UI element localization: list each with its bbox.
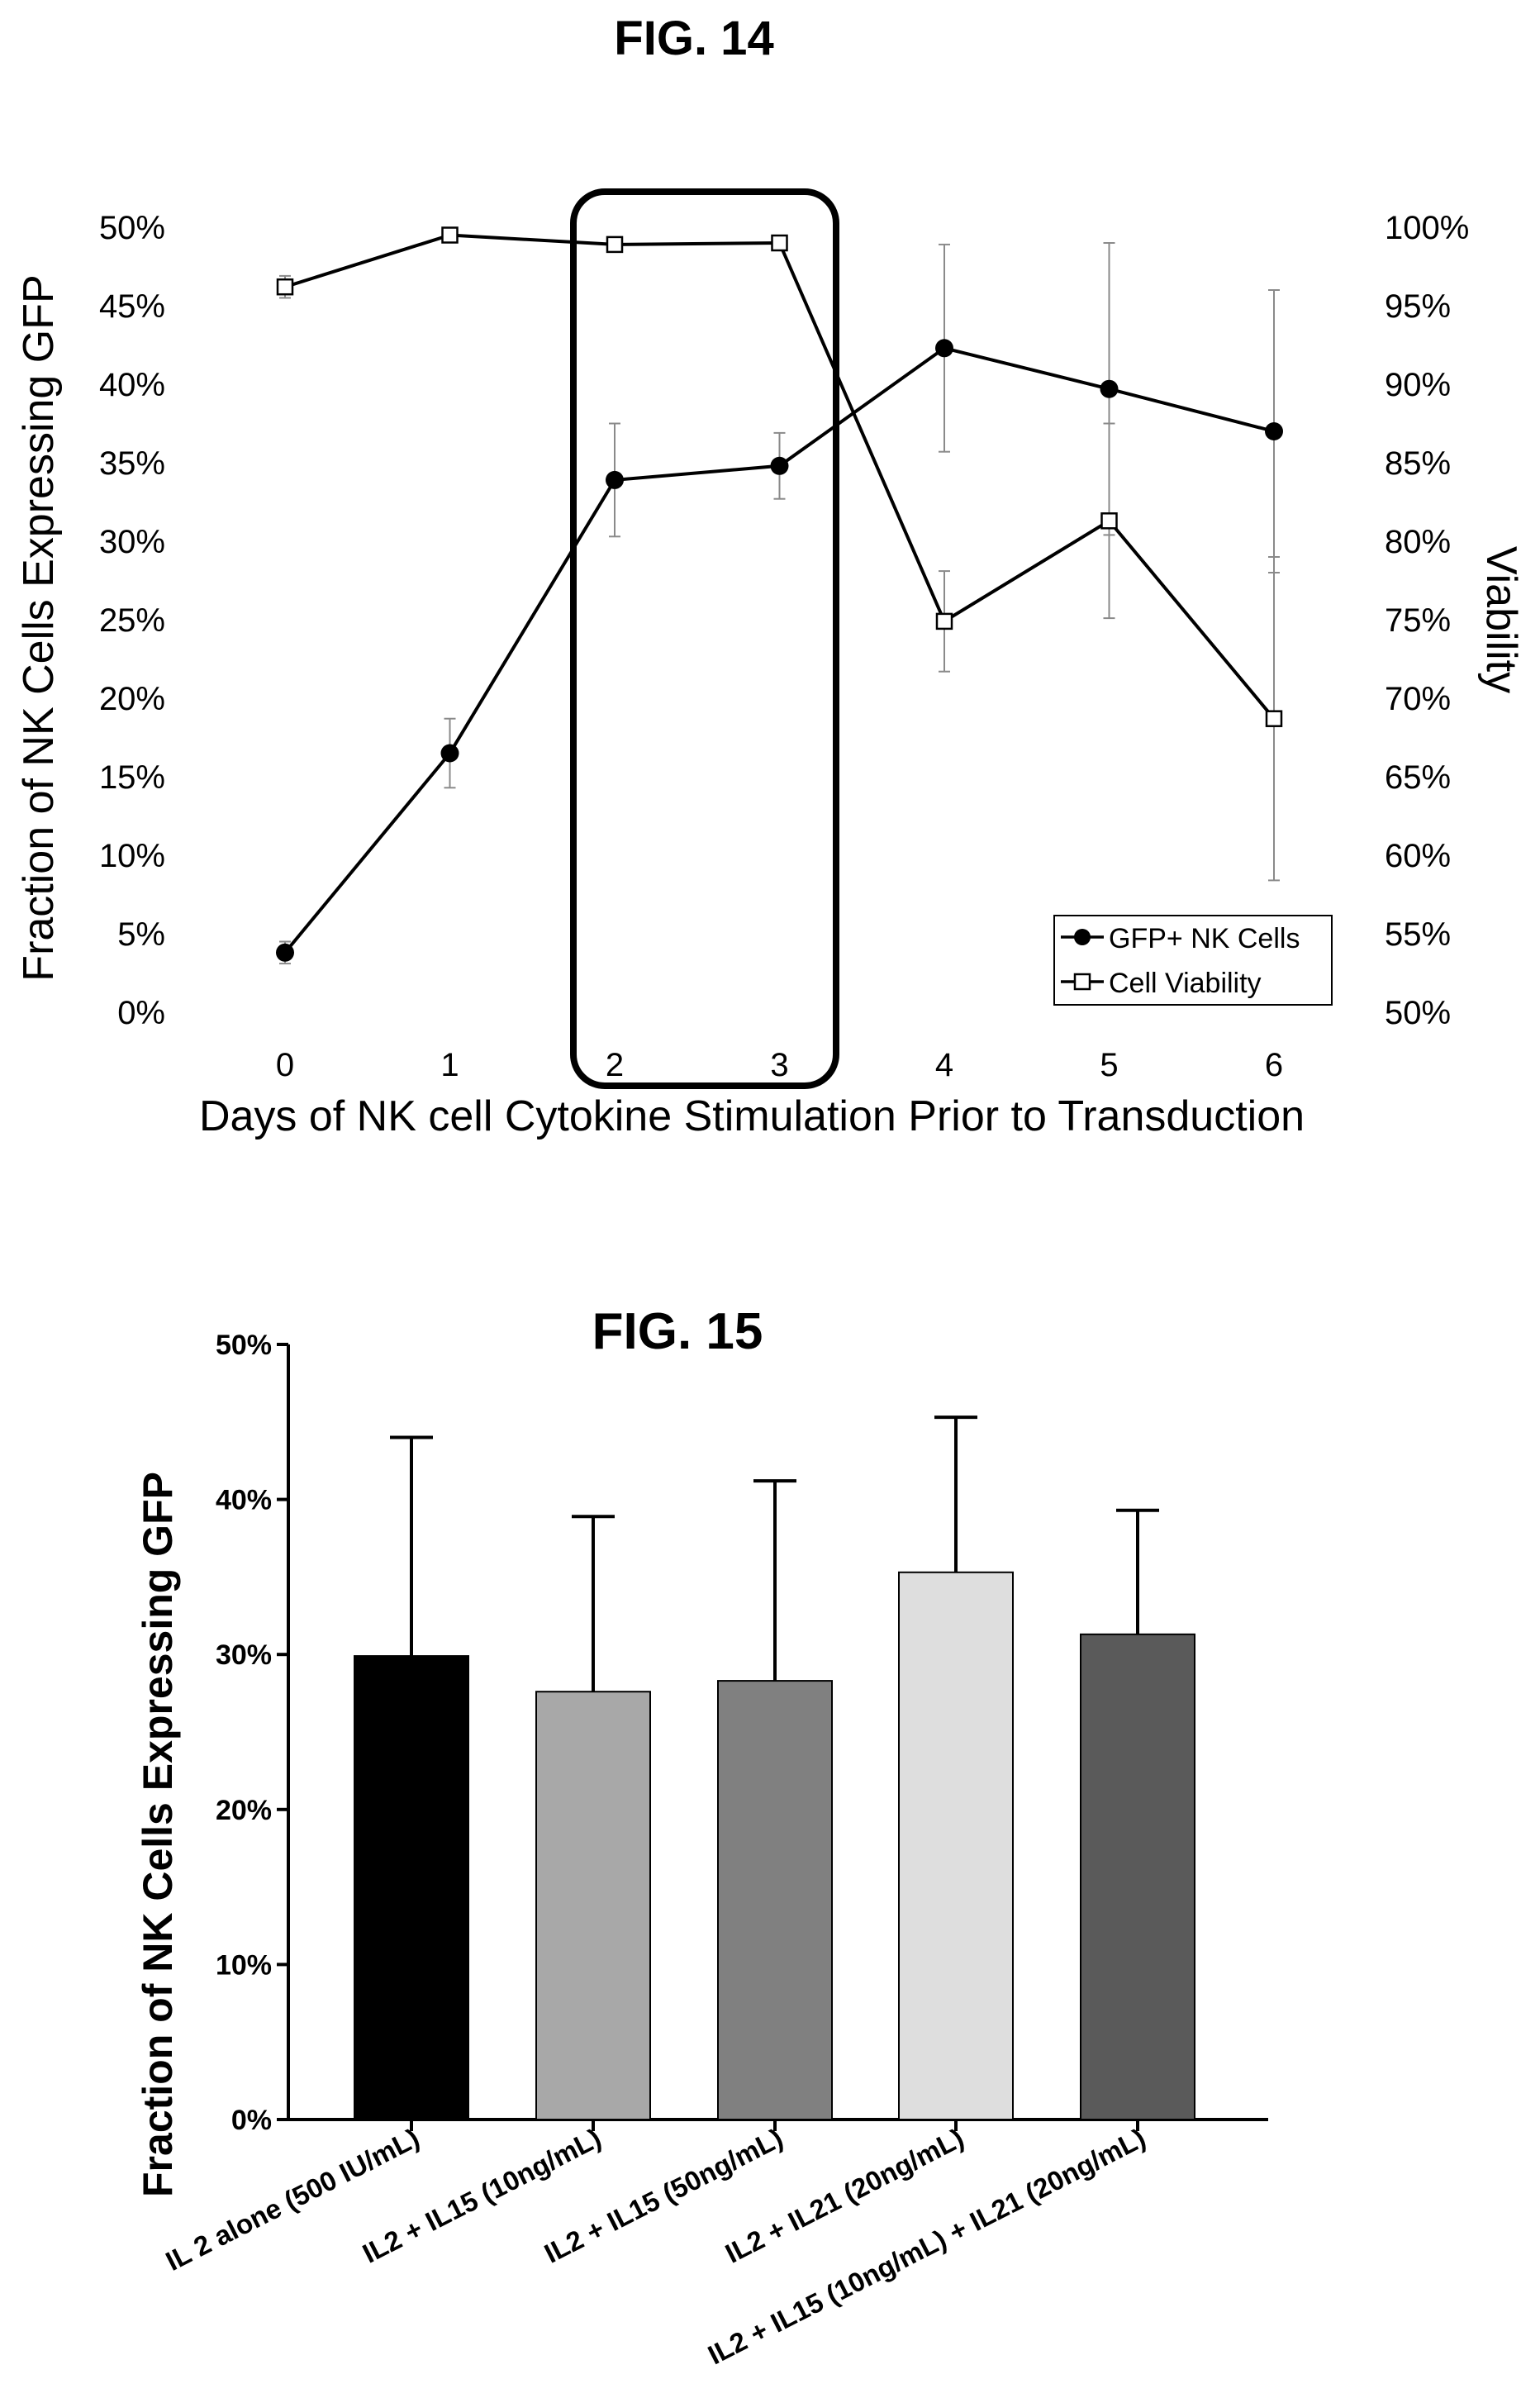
left-tick-label: 30%	[99, 524, 165, 560]
right-tick-label: 100%	[1385, 210, 1469, 246]
data-point	[606, 236, 624, 254]
x-tick-label: 0	[276, 1047, 294, 1083]
bar	[1080, 1633, 1195, 2120]
data-point	[276, 943, 294, 962]
fig14-plot-area	[276, 226, 1283, 965]
right-tick-label: 55%	[1385, 916, 1451, 953]
left-tick-label: 5%	[117, 916, 165, 953]
data-point	[440, 744, 459, 763]
left-tick-label: 10%	[99, 838, 165, 874]
y-tick-label: 20%	[216, 1795, 272, 1826]
right-tick-label: 65%	[1385, 759, 1451, 796]
data-point	[1100, 379, 1119, 398]
left-tick-label: 20%	[99, 681, 165, 717]
data-point	[935, 339, 953, 358]
fig14-x-axis-ticks: 0 1 2 3 4 5 6	[276, 1047, 1283, 1083]
left-tick-label: 50%	[99, 210, 165, 246]
y-tick-label: 0%	[231, 2105, 272, 2136]
legend-label-viability: Cell Viability	[1109, 968, 1262, 999]
data-point	[1265, 422, 1283, 440]
x-tick-label: 6	[1265, 1047, 1283, 1083]
fig14-left-axis-ticks: 0% 5% 10% 15% 20% 25% 30% 35% 40% 45% 50%	[99, 210, 165, 1031]
data-point	[276, 278, 294, 296]
left-tick-label: 40%	[99, 367, 165, 403]
y-tick-label: 50%	[216, 1330, 272, 1361]
x-tick-label: 4	[935, 1047, 953, 1083]
right-tick-label: 70%	[1385, 681, 1451, 717]
right-tick-label: 85%	[1385, 445, 1451, 482]
x-tick-label: 5	[1100, 1047, 1118, 1083]
left-tick-label: 35%	[99, 445, 165, 482]
legend-frame	[1053, 915, 1333, 1006]
series-cell-viability	[276, 226, 1283, 882]
highlight-box	[570, 188, 839, 1089]
left-tick-label: 15%	[99, 759, 165, 796]
data-point	[441, 226, 459, 244]
left-tick-label: 25%	[99, 602, 165, 639]
fig14-x-axis-label: Days of NK cell Cytokine Stimulation Pri…	[199, 1092, 1305, 1140]
bar	[535, 1691, 651, 2120]
fig15-y-axis-label: Fraction of NK Cells Expressing GFP	[135, 1472, 181, 2197]
legend-marker-gfp	[1074, 929, 1091, 945]
x-tick-label: 2	[606, 1047, 624, 1083]
data-point	[1265, 710, 1283, 727]
x-tick-label: 3	[770, 1047, 788, 1083]
data-point	[1100, 512, 1118, 530]
fig14-left-axis-label: Fraction of NK Cells Expressing GFP	[15, 274, 63, 981]
bar	[354, 1655, 469, 2121]
data-point	[771, 234, 788, 252]
left-tick-label: 0%	[117, 995, 165, 1031]
y-tick-label: 10%	[216, 1949, 272, 1981]
series-gfp-nk-cells	[276, 242, 1283, 965]
fig14-title: FIG. 14	[614, 12, 773, 65]
fig14-chart: FIG. 14 0%5%10%15%20%25%30%35%40%45%50% …	[15, 12, 1525, 1140]
right-tick-label: 60%	[1385, 838, 1451, 874]
data-point	[606, 470, 624, 489]
left-tick-label: 45%	[99, 288, 165, 325]
legend-label-gfp: GFP+ NK Cells	[1109, 923, 1300, 954]
fig14-legend: GFP+ NK Cells Cell Viability	[1053, 915, 1333, 1006]
fig14-right-axis-ticks: 50% 55% 60% 65% 70% 75% 80% 85% 90% 95% 100%	[1385, 210, 1469, 1031]
bar	[898, 1571, 1014, 2120]
x-tick-label: 1	[440, 1047, 459, 1083]
right-tick-label: 75%	[1385, 602, 1451, 639]
data-point	[935, 612, 953, 630]
fig14-right-axis-label: Viability	[1477, 546, 1525, 693]
fig15-title: FIG. 15	[592, 1303, 763, 1360]
data-point	[770, 456, 789, 475]
right-tick-label: 95%	[1385, 288, 1451, 325]
fig15-plot-area	[354, 1415, 1195, 2131]
bar	[717, 1680, 833, 2121]
y-tick-label: 30%	[216, 1639, 272, 1671]
y-tick-label: 40%	[216, 1485, 272, 1516]
right-tick-label: 80%	[1385, 524, 1451, 560]
right-tick-label: 90%	[1385, 367, 1451, 403]
legend-marker-viability	[1073, 973, 1091, 991]
right-tick-label: 50%	[1385, 995, 1451, 1031]
